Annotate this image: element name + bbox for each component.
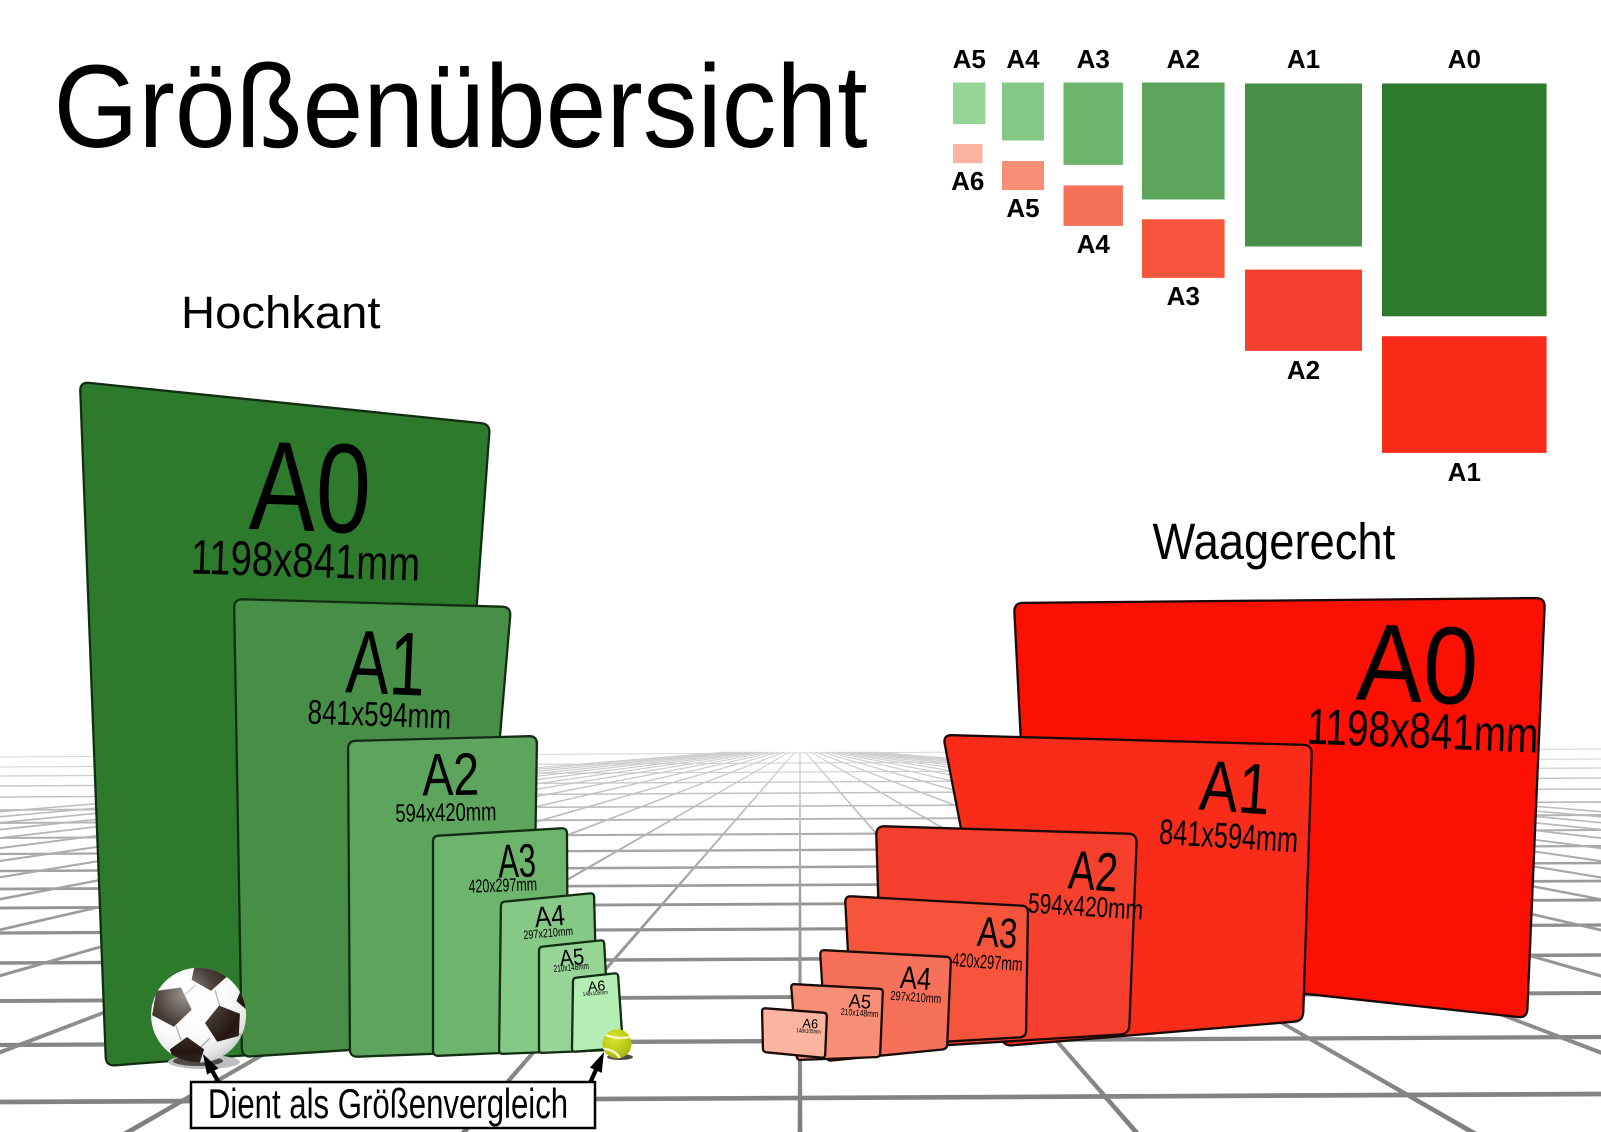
- svg-text:Dient als Größenvergleich: Dient als Größenvergleich: [208, 1081, 568, 1127]
- svg-text:148x105mm: 148x105mm: [583, 990, 609, 999]
- svg-text:A3: A3: [976, 908, 1019, 958]
- svg-text:A3: A3: [1167, 281, 1200, 311]
- svg-text:1198x841mm: 1198x841mm: [190, 530, 421, 592]
- svg-text:Waagerecht: Waagerecht: [1153, 515, 1396, 571]
- svg-text:A6: A6: [802, 1015, 819, 1031]
- svg-text:A4: A4: [1077, 229, 1111, 259]
- svg-text:A6: A6: [951, 166, 984, 196]
- svg-text:148x105mm: 148x105mm: [796, 1028, 821, 1037]
- svg-text:A3: A3: [1077, 44, 1110, 74]
- svg-text:A5: A5: [1006, 193, 1039, 223]
- svg-text:A5: A5: [848, 991, 872, 1014]
- svg-text:297x210mm: 297x210mm: [890, 989, 942, 1006]
- svg-text:A0: A0: [1354, 601, 1480, 729]
- svg-text:A5: A5: [558, 943, 585, 972]
- svg-text:A4: A4: [533, 898, 566, 934]
- svg-text:A0: A0: [1448, 44, 1481, 74]
- svg-text:420x297mm: 420x297mm: [952, 950, 1024, 976]
- svg-text:A1: A1: [1197, 745, 1273, 830]
- svg-text:A1: A1: [1287, 44, 1320, 74]
- svg-text:A2: A2: [1067, 839, 1120, 904]
- svg-text:Größenübersicht: Größenübersicht: [54, 41, 868, 173]
- svg-text:594x420mm: 594x420mm: [395, 797, 496, 827]
- svg-text:A6: A6: [587, 978, 606, 995]
- svg-text:594x420mm: 594x420mm: [1027, 888, 1144, 927]
- svg-text:A3: A3: [497, 835, 537, 888]
- svg-text:A5: A5: [953, 44, 986, 74]
- svg-text:420x297mm: 420x297mm: [468, 875, 537, 897]
- svg-text:A1: A1: [344, 611, 427, 715]
- svg-text:A2: A2: [1287, 355, 1320, 385]
- svg-text:841x594mm: 841x594mm: [307, 693, 452, 736]
- svg-text:A2: A2: [1167, 44, 1200, 74]
- svg-text:A4: A4: [899, 960, 932, 997]
- svg-text:A4: A4: [1006, 44, 1040, 74]
- svg-text:841x594mm: 841x594mm: [1158, 811, 1299, 860]
- svg-text:A1: A1: [1448, 457, 1481, 487]
- svg-text:A2: A2: [422, 741, 480, 809]
- svg-text:210x148mm: 210x148mm: [840, 1007, 879, 1020]
- svg-text:1198x841mm: 1198x841mm: [1306, 698, 1540, 764]
- svg-text:Hochkant: Hochkant: [181, 287, 381, 338]
- svg-text:297x210mm: 297x210mm: [523, 925, 574, 943]
- svg-text:A0: A0: [248, 415, 374, 561]
- svg-text:210x148mm: 210x148mm: [553, 961, 589, 975]
